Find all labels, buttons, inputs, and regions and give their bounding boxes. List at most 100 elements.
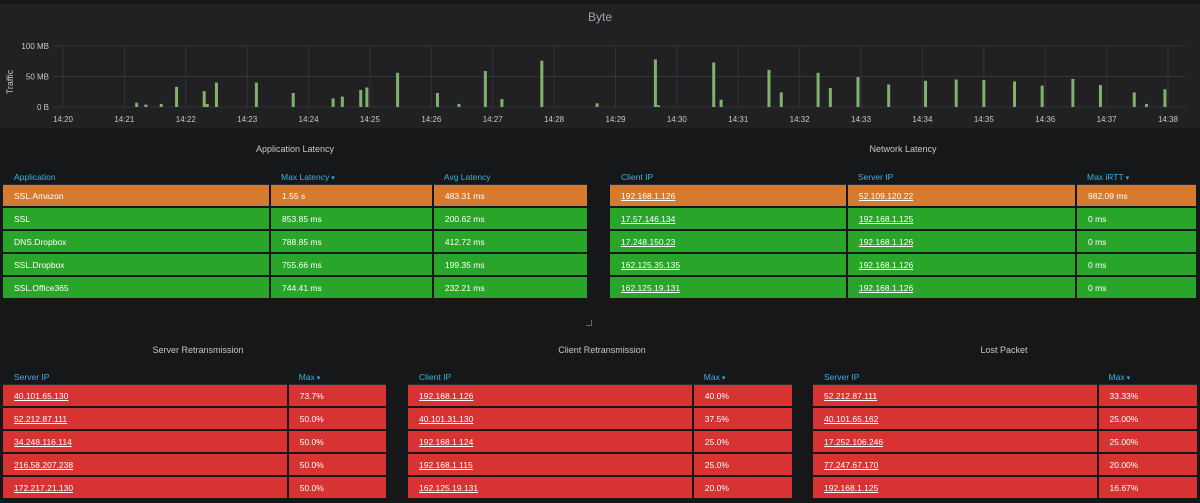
chart-title: Byte — [587, 10, 612, 24]
x-tick-label: 14:24 — [299, 115, 320, 124]
traffic-bar — [653, 59, 657, 107]
table-cell: SSL.Office365 — [3, 276, 272, 300]
column-header[interactable]: Server IP — [3, 370, 288, 385]
x-tick-label: 14:25 — [360, 115, 381, 124]
table-cell: 20.00% — [1097, 453, 1200, 477]
traffic-bar — [595, 103, 599, 107]
table-cell: 788.85 ms — [270, 230, 434, 254]
table-row: 52.212.87.111 33.33% — [813, 384, 1200, 408]
ip-link-cell[interactable]: 40.101.65.130 — [3, 384, 289, 408]
x-tick-label: 14:32 — [790, 115, 811, 124]
x-tick-label: 14:33 — [851, 115, 872, 124]
traffic-bar — [816, 72, 820, 107]
ip-link-cell[interactable]: 172.217.21.130 — [3, 476, 289, 500]
traffic-bar — [365, 87, 369, 107]
table-row: 162.125.19.131 20.0% — [408, 476, 795, 500]
ip-link-cell[interactable]: 192.168.1.126 — [846, 253, 1077, 277]
column-header[interactable]: Max ▾ — [1097, 370, 1198, 385]
ip-link-cell[interactable]: 162.125.35.135 — [610, 253, 848, 277]
x-tick-label: 14:27 — [483, 115, 504, 124]
traffic-bar — [954, 79, 958, 107]
network-latency-title: Network Latency — [869, 144, 937, 154]
traffic-bar — [712, 62, 716, 107]
ip-link-cell[interactable]: 17.252.106.246 — [813, 430, 1099, 454]
column-header[interactable]: Max ▾ — [692, 370, 793, 385]
traffic-bar — [767, 69, 771, 107]
column-header[interactable]: Max Latency ▾ — [270, 170, 433, 185]
table-cell: 853.85 ms — [270, 207, 434, 231]
column-header[interactable]: Server IP — [846, 170, 1076, 185]
ip-link-cell[interactable]: 162.125.19.131 — [610, 276, 848, 300]
table-row: 77.247.67.170 20.00% — [813, 453, 1200, 477]
ip-link-cell[interactable]: 192.168.1.115 — [408, 453, 694, 477]
byte-bar-chart[interactable]: 100 MB 50 MB 0 B 14:20 14:21 14:22 14:23 14:24 1… — [0, 4, 1200, 128]
table-row: 192.168.1.125 16.67% — [813, 476, 1200, 500]
table-cell: 483.31 ms — [432, 184, 590, 208]
traffic-bar — [435, 92, 439, 107]
table-cell: SSL.Amazon — [3, 184, 272, 208]
column-header[interactable]: Avg Latency — [432, 170, 588, 185]
table-cell: 16.67% — [1097, 476, 1200, 500]
traffic-bar — [656, 105, 660, 107]
traffic-bar — [1163, 89, 1167, 107]
ip-link-cell[interactable]: 192.168.1.126 — [846, 276, 1077, 300]
table-cell: 982.09 ms — [1075, 184, 1199, 208]
ip-link-cell[interactable]: 192.168.1.124 — [408, 430, 694, 454]
column-header[interactable]: Application — [3, 170, 271, 185]
ip-link-cell[interactable]: 17.248.150.23 — [610, 230, 848, 254]
table-row: 17.57.146.134 192.168.1.125 0 ms — [610, 207, 1199, 231]
x-tick-label: 14:21 — [114, 115, 135, 124]
table-cell: 37.5% — [692, 407, 795, 431]
ip-link-cell[interactable]: 162.125.19.131 — [408, 476, 694, 500]
ip-link-cell[interactable]: 77.247.67.170 — [813, 453, 1099, 477]
resize-handle[interactable] — [586, 320, 592, 326]
x-tick-label: 14:29 — [605, 115, 626, 124]
client-retransmission-title: Client Retransmission — [558, 345, 646, 355]
traffic-bar — [1098, 85, 1102, 107]
server-retransmission-table: Server IP Max ▾ 40.101.65.130 73.7% 52.212.87… — [3, 370, 389, 500]
client-retransmission-panel: Client Retransmission Client IP Max ▾ 192.1… — [404, 340, 800, 503]
ip-link-cell[interactable]: 216.58.207.238 — [3, 453, 289, 477]
traffic-bar — [135, 102, 139, 107]
column-header[interactable]: Max ▾ — [287, 370, 387, 385]
table-row: 162.125.19.131 192.168.1.126 0 ms — [610, 276, 1199, 300]
table-cell: 50.0% — [287, 407, 389, 431]
ip-link-cell[interactable]: 192.168.1.125 — [846, 207, 1077, 231]
ip-link-cell[interactable]: 52.212.87.111 — [813, 384, 1099, 408]
client-retransmission-table: Client IP Max ▾ 192.168.1.126 40.0% 40.101.31… — [408, 370, 795, 500]
table-cell: 200.62 ms — [432, 207, 590, 231]
x-tick-label: 14:36 — [1035, 115, 1056, 124]
sort-desc-icon: ▾ — [1126, 375, 1131, 382]
x-tick-label: 14:26 — [421, 115, 442, 124]
ip-link-cell[interactable]: 192.168.1.126 — [408, 384, 694, 408]
table-cell: 0 ms — [1075, 230, 1199, 254]
traffic-bar — [205, 103, 209, 107]
y-axis-label: Traffic — [5, 69, 15, 94]
traffic-bar — [1132, 92, 1136, 107]
column-header[interactable]: Client IP — [408, 370, 693, 385]
sort-desc-icon: ▾ — [316, 375, 321, 382]
ip-link-cell[interactable]: 192.168.1.126 — [846, 230, 1077, 254]
table-row: 34.248.116.114 50.0% — [3, 430, 389, 454]
sort-desc-icon: ▾ — [1125, 175, 1130, 182]
table-cell: 40.0% — [692, 384, 795, 408]
ip-link-cell[interactable]: 17.57.146.134 — [610, 207, 848, 231]
ip-link-cell[interactable]: 34.248.116.114 — [3, 430, 289, 454]
x-tick-label: 14:38 — [1158, 115, 1179, 124]
ip-link-cell[interactable]: 192.168.1.125 — [813, 476, 1099, 500]
table-row: DNS.Dropbox 788.85 ms 412.72 ms — [3, 230, 590, 254]
table-row: SSL 853.85 ms 200.62 ms — [3, 207, 590, 231]
column-header[interactable]: Client IP — [610, 170, 847, 185]
ip-link-cell[interactable]: 40.101.31.130 — [408, 407, 694, 431]
column-header[interactable]: Max iRTT ▾ — [1075, 170, 1197, 185]
ip-link-cell[interactable]: 192.168.1.126 — [610, 184, 848, 208]
column-header[interactable]: Server IP — [813, 370, 1098, 385]
table-cell: 50.0% — [287, 476, 389, 500]
ip-link-cell[interactable]: 52.212.87.111 — [3, 407, 289, 431]
traffic-bar — [483, 71, 487, 107]
table-cell: 0 ms — [1075, 276, 1199, 300]
ip-link-cell[interactable]: 52.109.120.22 — [846, 184, 1077, 208]
ip-link-cell[interactable]: 40.101.65.162 — [813, 407, 1099, 431]
table-cell: SSL — [3, 207, 272, 231]
x-tick-label: 14:37 — [1097, 115, 1118, 124]
